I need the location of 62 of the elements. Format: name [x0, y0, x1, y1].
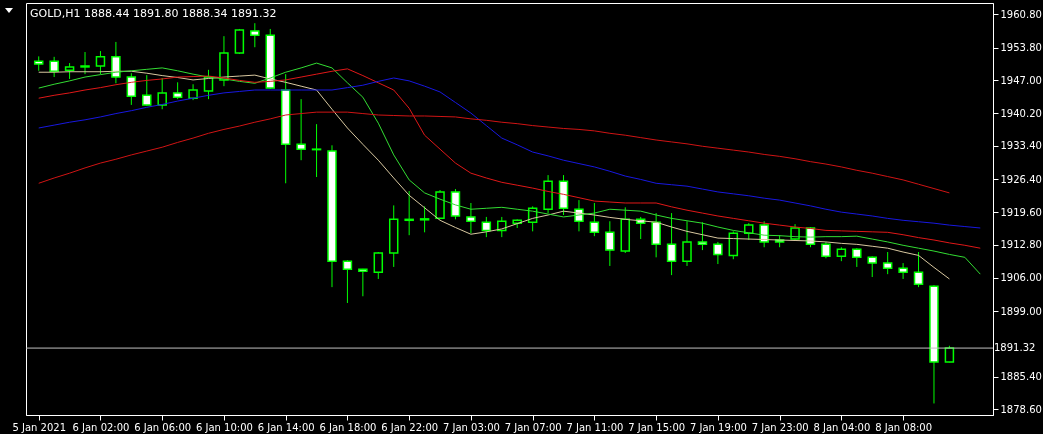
candlestick — [913, 251, 924, 288]
y-tick-label: 1947.00 — [1000, 74, 1042, 86]
x-tick-label: 6 Jan 14:00 — [257, 421, 315, 433]
x-tick-label: 6 Jan 22:00 — [381, 421, 439, 433]
x-tick-label: 8 Jan 04:00 — [813, 421, 871, 433]
ref-line-label: 1891.32 — [994, 342, 1036, 354]
x-tick-label: 6 Jan 06:00 — [134, 421, 192, 433]
y-tick-label: 1960.80 — [1000, 8, 1042, 20]
candlestick — [419, 205, 430, 233]
candlestick — [49, 56, 59, 78]
candlestick — [95, 50, 106, 75]
y-tick-label: 1885.40 — [1000, 371, 1042, 383]
candlestick — [404, 190, 414, 236]
candlestick — [358, 268, 368, 297]
x-tick-label: 7 Jan 11:00 — [566, 421, 624, 433]
candlestick — [867, 255, 877, 278]
candlestick — [111, 41, 121, 84]
candlestick — [852, 247, 862, 268]
candlestick — [311, 123, 322, 178]
candlestick — [80, 51, 90, 75]
candlestick — [466, 202, 476, 234]
candlestick — [682, 220, 692, 267]
x-tick-label: 7 Jan 15:00 — [628, 421, 686, 433]
candlestick — [589, 202, 600, 237]
candlestick — [342, 259, 353, 304]
x-tick-label: 5 Jan 2021 — [12, 421, 67, 433]
x-tick-label: 7 Jan 19:00 — [689, 421, 747, 433]
x-tick-label: 6 Jan 02:00 — [72, 421, 130, 433]
candlestick — [898, 262, 908, 280]
candlestick — [296, 98, 306, 161]
y-tick-label: 1906.00 — [1000, 272, 1042, 284]
x-tick-label: 7 Jan 23:00 — [751, 421, 809, 433]
candlestick — [697, 221, 708, 251]
y-tick-label: 1933.40 — [1000, 140, 1042, 152]
y-tick-label: 1940.20 — [1000, 107, 1042, 119]
candlestick — [651, 212, 661, 258]
candlestick — [373, 251, 384, 280]
candlestick — [250, 22, 260, 48]
candlestick — [481, 216, 492, 238]
x-tick-label: 6 Jan 10:00 — [195, 421, 253, 433]
y-tick-label: 1899.00 — [1000, 305, 1042, 317]
y-tick-label: 1953.80 — [1000, 42, 1042, 54]
y-tick-label: 1919.60 — [1000, 206, 1042, 218]
line-series — [38, 111, 950, 194]
candlestick — [713, 241, 723, 265]
candlestick — [142, 74, 152, 107]
line-series — [38, 68, 981, 249]
chart-title: GOLD,H1 1888.44 1891.80 1888.34 1891.32 — [30, 7, 277, 20]
line-series — [38, 77, 981, 229]
candlestick — [605, 220, 615, 267]
candlestick — [882, 251, 893, 275]
x-tick-label: 7 Jan 03:00 — [442, 421, 500, 433]
candlestick — [666, 212, 677, 276]
y-tick-label: 1878.60 — [1000, 403, 1042, 415]
candlestick — [126, 72, 137, 106]
candlestick — [157, 77, 167, 110]
x-tick-label: 8 Jan 08:00 — [875, 421, 933, 433]
y-tick-label: 1912.80 — [1000, 239, 1042, 251]
candlestick — [234, 28, 245, 55]
y-tick-label: 1926.40 — [1000, 173, 1042, 185]
x-tick-label: 6 Jan 18:00 — [319, 421, 377, 433]
x-tick-label: 7 Jan 07:00 — [504, 421, 562, 433]
